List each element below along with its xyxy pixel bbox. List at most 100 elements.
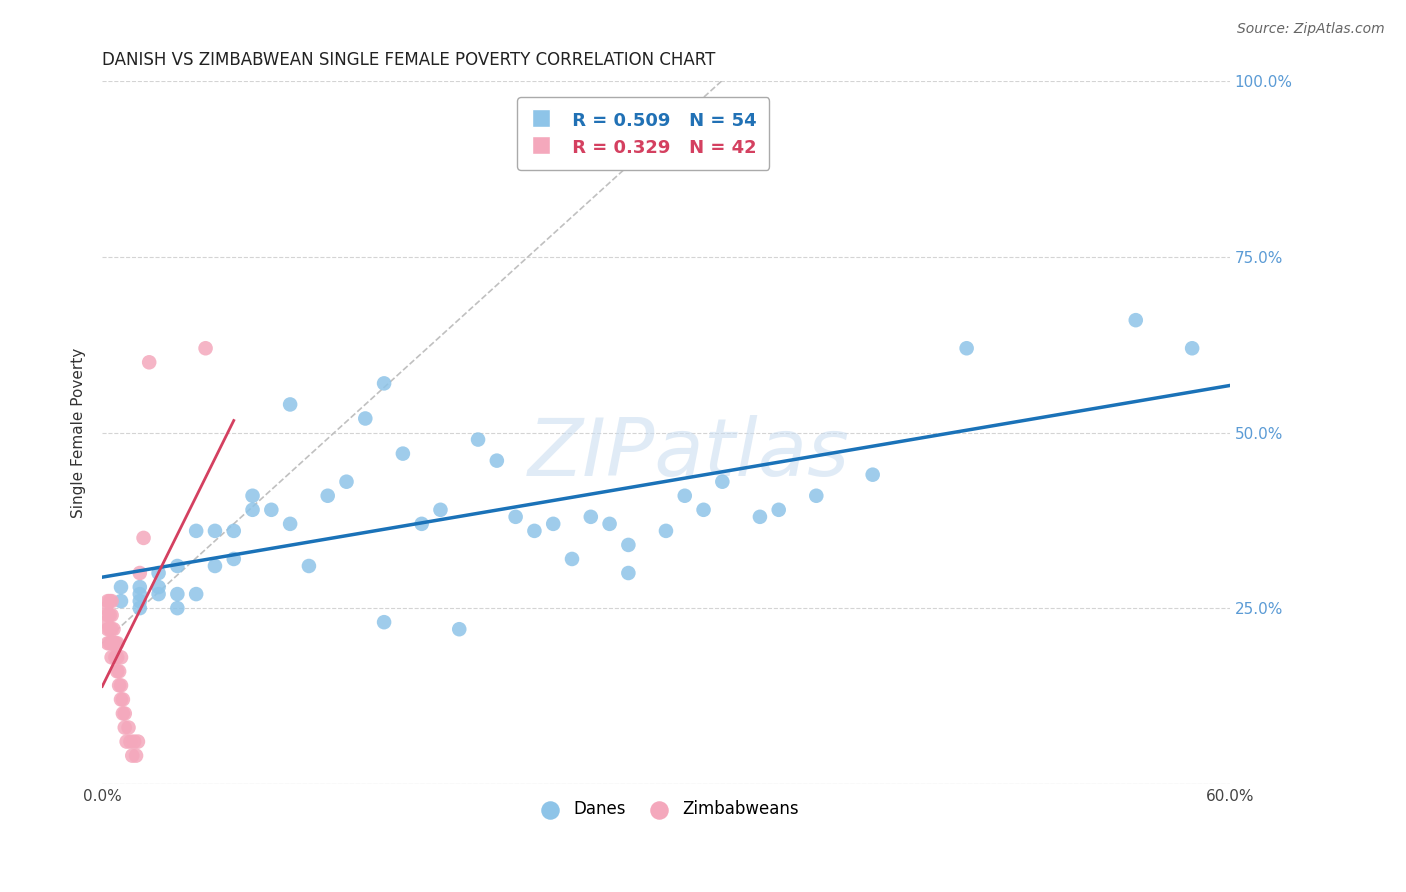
Point bbox=[100, 594, 122, 608]
Point bbox=[485, 453, 508, 467]
Point bbox=[166, 601, 188, 615]
Point bbox=[114, 706, 136, 721]
Point bbox=[128, 566, 150, 580]
Point bbox=[104, 636, 127, 650]
Point bbox=[768, 503, 790, 517]
Point bbox=[110, 580, 132, 594]
Point bbox=[204, 524, 226, 538]
Point bbox=[148, 580, 170, 594]
Point bbox=[429, 503, 451, 517]
Point bbox=[541, 516, 564, 531]
Point bbox=[354, 411, 377, 425]
Point bbox=[128, 587, 150, 601]
Point bbox=[278, 397, 301, 411]
Point bbox=[111, 706, 134, 721]
Text: Source: ZipAtlas.com: Source: ZipAtlas.com bbox=[1237, 22, 1385, 37]
Point bbox=[655, 524, 678, 538]
Point bbox=[110, 692, 132, 706]
Point bbox=[110, 594, 132, 608]
Point bbox=[862, 467, 884, 482]
Point bbox=[94, 601, 117, 615]
Point bbox=[97, 594, 120, 608]
Point bbox=[128, 594, 150, 608]
Point bbox=[104, 650, 127, 665]
Point bbox=[114, 721, 136, 735]
Point bbox=[561, 552, 583, 566]
Point bbox=[278, 516, 301, 531]
Point bbox=[105, 636, 128, 650]
Point bbox=[110, 650, 132, 665]
Point bbox=[100, 608, 122, 623]
Point bbox=[617, 538, 640, 552]
Point bbox=[103, 636, 125, 650]
Point bbox=[117, 721, 139, 735]
Point bbox=[100, 650, 122, 665]
Point bbox=[125, 748, 148, 763]
Point bbox=[132, 531, 155, 545]
Point bbox=[505, 509, 527, 524]
Point bbox=[449, 622, 471, 636]
Point bbox=[105, 665, 128, 679]
Point bbox=[673, 489, 696, 503]
Point bbox=[617, 566, 640, 580]
Point bbox=[115, 734, 138, 748]
Point bbox=[98, 608, 121, 623]
Point bbox=[166, 559, 188, 574]
Point bbox=[166, 587, 188, 601]
Point bbox=[467, 433, 489, 447]
Point bbox=[711, 475, 734, 489]
Text: DANISH VS ZIMBABWEAN SINGLE FEMALE POVERTY CORRELATION CHART: DANISH VS ZIMBABWEAN SINGLE FEMALE POVER… bbox=[103, 51, 716, 69]
Point bbox=[148, 587, 170, 601]
Legend: Danes, Zimbabweans: Danes, Zimbabweans bbox=[526, 793, 806, 824]
Point bbox=[122, 734, 145, 748]
Point bbox=[100, 622, 122, 636]
Point bbox=[392, 447, 415, 461]
Point bbox=[120, 734, 142, 748]
Point bbox=[98, 594, 121, 608]
Point bbox=[956, 341, 979, 355]
Point bbox=[748, 509, 770, 524]
Point bbox=[1181, 341, 1204, 355]
Point bbox=[373, 615, 395, 630]
Point bbox=[98, 636, 121, 650]
Point bbox=[97, 622, 120, 636]
Point bbox=[108, 678, 131, 692]
Point bbox=[298, 559, 321, 574]
Point bbox=[100, 636, 122, 650]
Point bbox=[98, 622, 121, 636]
Point bbox=[121, 748, 143, 763]
Point bbox=[335, 475, 357, 489]
Point bbox=[260, 503, 283, 517]
Point bbox=[579, 509, 602, 524]
Point bbox=[204, 559, 226, 574]
Point bbox=[222, 524, 245, 538]
Point bbox=[411, 516, 433, 531]
Point bbox=[127, 734, 149, 748]
Point bbox=[138, 355, 160, 369]
Point bbox=[242, 489, 264, 503]
Point bbox=[316, 489, 339, 503]
Point bbox=[242, 503, 264, 517]
Point bbox=[186, 524, 208, 538]
Text: ZIPatlas: ZIPatlas bbox=[527, 415, 849, 492]
Point bbox=[128, 580, 150, 594]
Point bbox=[128, 601, 150, 615]
Point bbox=[148, 566, 170, 580]
Point bbox=[94, 615, 117, 630]
Point bbox=[599, 516, 621, 531]
Point bbox=[97, 608, 120, 623]
Point bbox=[1125, 313, 1147, 327]
Point bbox=[97, 636, 120, 650]
Point bbox=[108, 665, 131, 679]
Point bbox=[692, 503, 714, 517]
Point bbox=[110, 678, 132, 692]
Point bbox=[186, 587, 208, 601]
Point bbox=[373, 376, 395, 391]
Y-axis label: Single Female Poverty: Single Female Poverty bbox=[72, 347, 86, 517]
Point bbox=[523, 524, 546, 538]
Point bbox=[105, 650, 128, 665]
Point bbox=[194, 341, 217, 355]
Point bbox=[222, 552, 245, 566]
Point bbox=[111, 692, 134, 706]
Point bbox=[806, 489, 828, 503]
